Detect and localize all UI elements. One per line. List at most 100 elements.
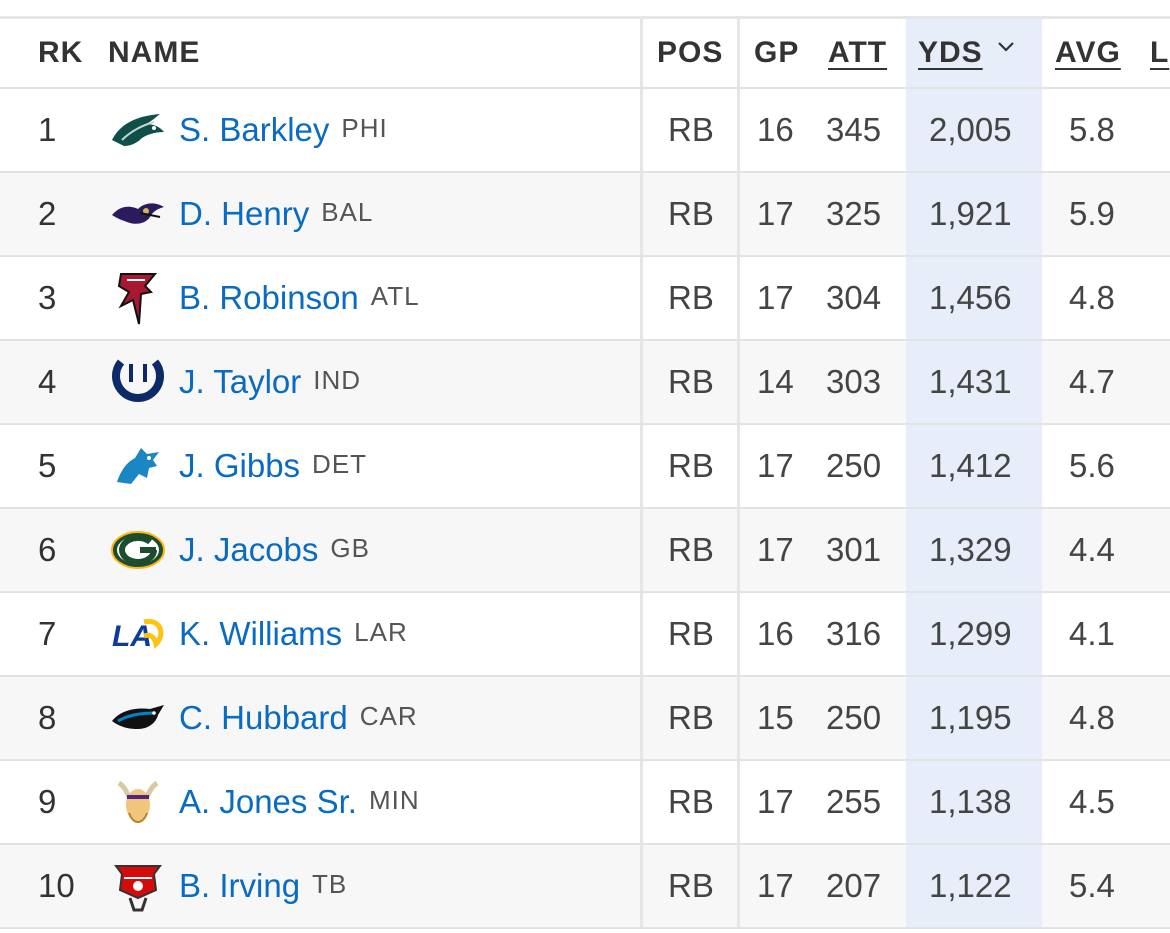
player-name-link[interactable]: B. Robinson <box>179 279 359 316</box>
player-name-link[interactable]: C. Hubbard <box>179 699 348 736</box>
header-att-label: ATT <box>828 36 888 69</box>
team-abbr: BAL <box>321 196 374 227</box>
avg-cell: 4.8 <box>1069 279 1115 316</box>
sorted-column-highlight <box>906 173 1042 255</box>
team-abbr: CAR <box>359 700 418 731</box>
att-cell: 250 <box>826 699 882 736</box>
att-cell: 301 <box>826 531 882 568</box>
avg-cell: 5.9 <box>1069 195 1115 232</box>
pos-cell: RB <box>668 363 714 400</box>
yds-cell: 1,329 <box>929 531 1012 568</box>
team-abbr: DET <box>312 448 368 479</box>
avg-cell: 5.8 <box>1069 111 1115 148</box>
rank-cell: 4 <box>38 363 57 400</box>
column-divider <box>737 257 740 339</box>
column-divider <box>640 593 643 675</box>
table-header-row: RK NAME POS GP ATT YDS AVG L <box>0 19 1170 89</box>
rank-cell: 1 <box>38 111 57 148</box>
pos-cell: RB <box>668 111 714 148</box>
column-divider <box>737 341 740 423</box>
column-divider <box>737 425 740 507</box>
player-cell: J. Taylor IND <box>179 341 361 423</box>
att-cell: 207 <box>826 867 882 904</box>
pos-cell: RB <box>668 867 714 904</box>
att-cell: 316 <box>826 615 882 652</box>
gp-cell: 17 <box>757 447 794 484</box>
sorted-column-highlight <box>906 845 1042 927</box>
player-name-link[interactable]: B. Irving <box>179 867 301 904</box>
header-yds-sort-button[interactable]: YDS <box>918 19 1015 87</box>
player-name-link[interactable]: J. Gibbs <box>179 447 301 484</box>
column-divider <box>737 593 740 675</box>
gp-cell: 16 <box>757 615 794 652</box>
avg-cell: 5.6 <box>1069 447 1115 484</box>
rank-cell: 3 <box>38 279 57 316</box>
column-divider <box>640 341 643 423</box>
header-extra-sort-button[interactable]: L <box>1150 19 1169 87</box>
pos-cell: RB <box>668 699 714 736</box>
sorted-column-highlight <box>906 677 1042 759</box>
player-name-link[interactable]: K. Williams <box>179 615 343 652</box>
header-att-sort-button[interactable]: ATT <box>828 19 887 87</box>
column-divider <box>737 845 740 927</box>
player-cell: C. Hubbard CAR <box>179 677 418 759</box>
player-cell: D. Henry BAL <box>179 173 373 255</box>
player-cell: B. Irving TB <box>179 845 347 927</box>
vikings-logo <box>108 761 168 843</box>
team-abbr: GB <box>330 532 370 563</box>
player-name-link[interactable]: A. Jones Sr. <box>179 783 357 820</box>
column-divider <box>640 677 643 759</box>
pos-cell: RB <box>668 615 714 652</box>
rank-cell: 8 <box>38 699 57 736</box>
avg-cell: 4.7 <box>1069 363 1115 400</box>
avg-cell: 4.4 <box>1069 531 1115 568</box>
table-row: 8 C. Hubbard CAR RB 15 250 1,195 4.8 <box>0 677 1170 761</box>
gp-cell: 17 <box>757 279 794 316</box>
rushing-stats-table: RK NAME POS GP ATT YDS AVG L 1 S. Barkle… <box>0 16 1170 929</box>
player-name-link[interactable]: J. Taylor <box>179 363 302 400</box>
header-avg-sort-button[interactable]: AVG <box>1055 19 1121 87</box>
sorted-column-highlight <box>906 341 1042 423</box>
avg-cell: 4.5 <box>1069 783 1115 820</box>
gp-cell: 17 <box>757 783 794 820</box>
column-divider <box>640 19 643 87</box>
rank-cell: 2 <box>38 195 57 232</box>
team-abbr: PHI <box>341 112 388 143</box>
column-divider <box>737 509 740 591</box>
yds-cell: 1,138 <box>929 783 1012 820</box>
yds-cell: 1,412 <box>929 447 1012 484</box>
player-name-link[interactable]: D. Henry <box>179 195 310 232</box>
player-name-link[interactable]: S. Barkley <box>179 111 330 148</box>
player-name-link[interactable]: J. Jacobs <box>179 531 319 568</box>
gp-cell: 14 <box>757 363 794 400</box>
buccaneers-logo <box>108 845 168 927</box>
avg-cell: 4.1 <box>1069 615 1115 652</box>
team-abbr: LAR <box>354 616 408 647</box>
sorted-column-highlight <box>906 257 1042 339</box>
falcons-logo <box>108 257 168 339</box>
header-name: NAME <box>108 36 201 69</box>
pos-cell: RB <box>668 279 714 316</box>
table-row: 9 A. Jones Sr. MIN RB 17 255 1,138 4.5 <box>0 761 1170 845</box>
att-cell: 255 <box>826 783 882 820</box>
att-cell: 250 <box>826 447 882 484</box>
player-cell: K. Williams LAR <box>179 593 408 675</box>
avg-cell: 4.8 <box>1069 699 1115 736</box>
column-divider <box>737 89 740 171</box>
column-divider <box>737 761 740 843</box>
att-cell: 325 <box>826 195 882 232</box>
sorted-column-highlight <box>906 761 1042 843</box>
sorted-column-highlight <box>906 89 1042 171</box>
header-rk: RK <box>38 36 84 69</box>
column-divider <box>640 173 643 255</box>
rank-cell: 5 <box>38 447 57 484</box>
table-body: 1 S. Barkley PHI RB 16 345 2,005 5.8 2 D… <box>0 89 1170 929</box>
header-extra-label: L <box>1150 36 1170 69</box>
table-row: 3 B. Robinson ATL RB 17 304 1,456 4.8 <box>0 257 1170 341</box>
header-pos: POS <box>657 36 724 69</box>
chevron-down-icon <box>997 36 1015 59</box>
gp-cell: 17 <box>757 867 794 904</box>
gp-cell: 15 <box>757 699 794 736</box>
yds-cell: 1,431 <box>929 363 1012 400</box>
sorted-column-highlight <box>906 593 1042 675</box>
